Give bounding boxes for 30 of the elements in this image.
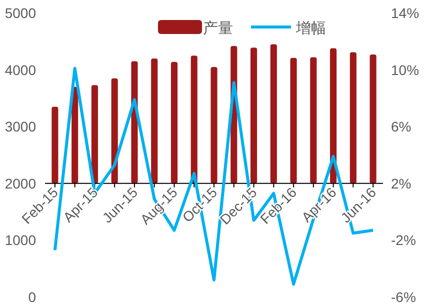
- y-tick-label: 2000: [4, 175, 36, 192]
- y2-tick-label: 6%: [391, 118, 412, 135]
- bar: [270, 44, 277, 184]
- bar: [350, 52, 356, 184]
- bar: [310, 57, 317, 184]
- bar: [190, 56, 198, 184]
- bar: [330, 48, 337, 184]
- y2-tick-label: -2%: [391, 232, 416, 248]
- y2-tick-label: 10%: [391, 62, 420, 78]
- y-tick-label: 3000: [4, 118, 36, 135]
- bar: [210, 66, 218, 184]
- bar: [52, 106, 58, 184]
- bar: [91, 85, 98, 184]
- legend-label: 产量: [203, 20, 233, 37]
- bar: [250, 48, 258, 184]
- bar: [370, 54, 376, 184]
- y-tick-label: 4000: [4, 62, 36, 78]
- y-tick-label: 1000: [4, 232, 36, 248]
- y2-tick-label: 14%: [391, 5, 420, 21]
- bar: [72, 86, 78, 184]
- y2-tick-label: 2%: [391, 175, 412, 192]
- bar: [151, 58, 158, 184]
- y2-tick-label: -6%: [391, 289, 416, 305]
- y-tick-label: 5000: [4, 5, 36, 21]
- bar: [131, 61, 138, 184]
- bar: [170, 62, 178, 184]
- bar: [290, 58, 297, 184]
- legend-label: 增幅: [295, 20, 326, 37]
- y-tick-label: 0: [28, 289, 36, 305]
- bar: [111, 78, 118, 184]
